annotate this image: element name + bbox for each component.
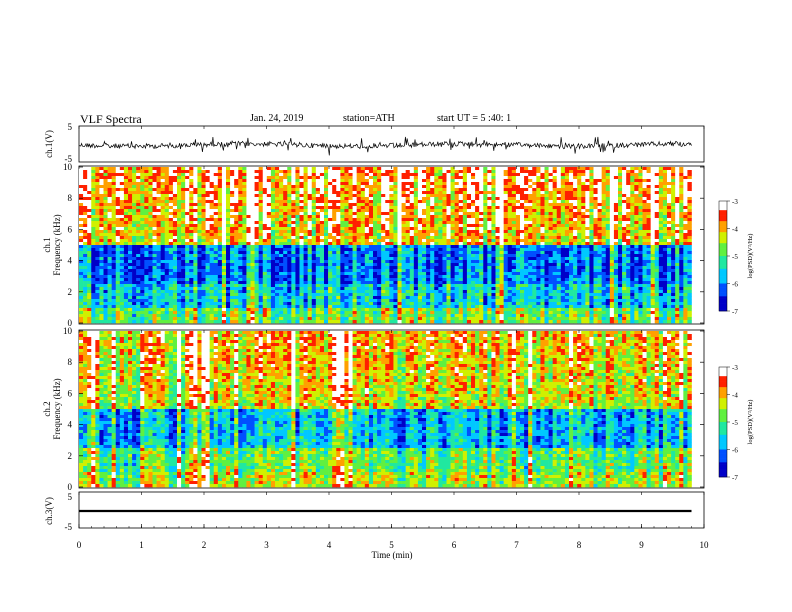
x-tick-9: 9 (639, 540, 644, 550)
ch1-ytick-m5: -5 (65, 154, 73, 164)
ch2-freq-axis-label-ch: ch.2 (42, 401, 52, 416)
ch1-spectrogram-panel: 10 8 6 4 2 0 ch.1 Frequency (kHz) -3 -4 -5 -6 -7 l… (42, 162, 754, 328)
spec2-ytick-6: 6 (68, 388, 73, 398)
x-tick-10: 10 (700, 540, 710, 550)
ch2-colorbar: -3 -4 -5 -6 -7 log(PSD)(V²/Hz) (718, 364, 754, 482)
ch3-waveform-panel: 5 -5 ch.3(V) (44, 491, 705, 532)
x-tick-3: 3 (264, 540, 269, 550)
spec1-ytick-6: 6 (68, 224, 73, 234)
ch1-v-axis-label: ch.1(V) (44, 130, 54, 158)
chart-title: VLF Spectra (80, 112, 142, 126)
spec1-ytick-10: 10 (63, 162, 73, 172)
cbar2-tick-3: -6 (732, 447, 738, 455)
cbar2-tick-0: -3 (732, 364, 738, 372)
ch1-freq-axis-label-ch: ch.1 (42, 237, 52, 252)
x-tick-0: 0 (77, 540, 82, 550)
cbar2-label: log(PSD)(V²/Hz) (747, 400, 754, 445)
start-ut-label: start UT = 5 :40: 1 (437, 113, 512, 124)
cbar1-label: log(PSD)(V²/Hz) (747, 234, 754, 279)
cbar1-tick-1: -4 (732, 226, 738, 234)
cbar2-tick-2: -5 (732, 419, 738, 427)
spec1-ytick-4: 4 (68, 256, 73, 266)
spec2-ytick-10: 10 (63, 326, 73, 336)
x-tick-1: 1 (139, 540, 144, 550)
x-tick-7: 7 (514, 540, 519, 550)
x-axis-label: Time (min) (372, 550, 413, 560)
spec1-ytick-2: 2 (68, 287, 73, 297)
ch1-spectrogram-heatmap (79, 167, 692, 324)
spec1-ytick-0: 0 (68, 318, 73, 328)
spec2-ytick-0: 0 (68, 482, 73, 492)
date-label: Jan. 24, 2019 (250, 113, 304, 124)
x-tick-6: 6 (452, 540, 457, 550)
cbar1-tick-4: -7 (732, 308, 738, 316)
ch1-waveform-line (78, 136, 692, 156)
cbar2-tick-1: -4 (732, 392, 738, 400)
ch1-freq-axis-label: Frequency (kHz) (52, 214, 62, 275)
ch3-v-axis-label: ch.3(V) (44, 497, 54, 525)
spec2-ytick-8: 8 (68, 357, 73, 367)
x-tick-2: 2 (202, 540, 207, 550)
station-label: station=ATH (343, 113, 395, 124)
spec2-ytick-2: 2 (68, 451, 73, 461)
ch2-spectrogram-heatmap (79, 331, 692, 488)
x-tick-4: 4 (327, 540, 332, 550)
cbar2-tick-4: -7 (732, 474, 738, 482)
spec2-ytick-4: 4 (68, 420, 73, 430)
ch3-ytick-m5: -5 (65, 522, 73, 532)
x-tick-8: 8 (577, 540, 582, 550)
cbar1-tick-3: -6 (732, 281, 738, 289)
x-tick-5: 5 (389, 540, 394, 550)
ch2-freq-axis-label: Frequency (kHz) (52, 378, 62, 439)
cbar1-tick-0: -3 (732, 198, 738, 206)
ch1-waveform-frame (78, 125, 705, 163)
cbar1-tick-2: -5 (732, 253, 738, 261)
ch3-ytick-5: 5 (68, 492, 73, 502)
ch1-colorbar: -3 -4 -5 -6 -7 log(PSD)(V²/Hz) (718, 198, 754, 316)
spec1-ytick-8: 8 (68, 193, 73, 203)
ch2-spectrogram-panel: 10 8 6 4 2 0 ch.2 Frequency (kHz) -3 -4 -5 -6 -7 l… (42, 326, 754, 492)
x-axis: 0 1 2 3 4 5 6 7 8 9 10 (77, 126, 709, 550)
ch1-ytick-5: 5 (68, 122, 73, 132)
ch1-waveform-panel: 5 -5 ch.1(V) (44, 122, 705, 164)
